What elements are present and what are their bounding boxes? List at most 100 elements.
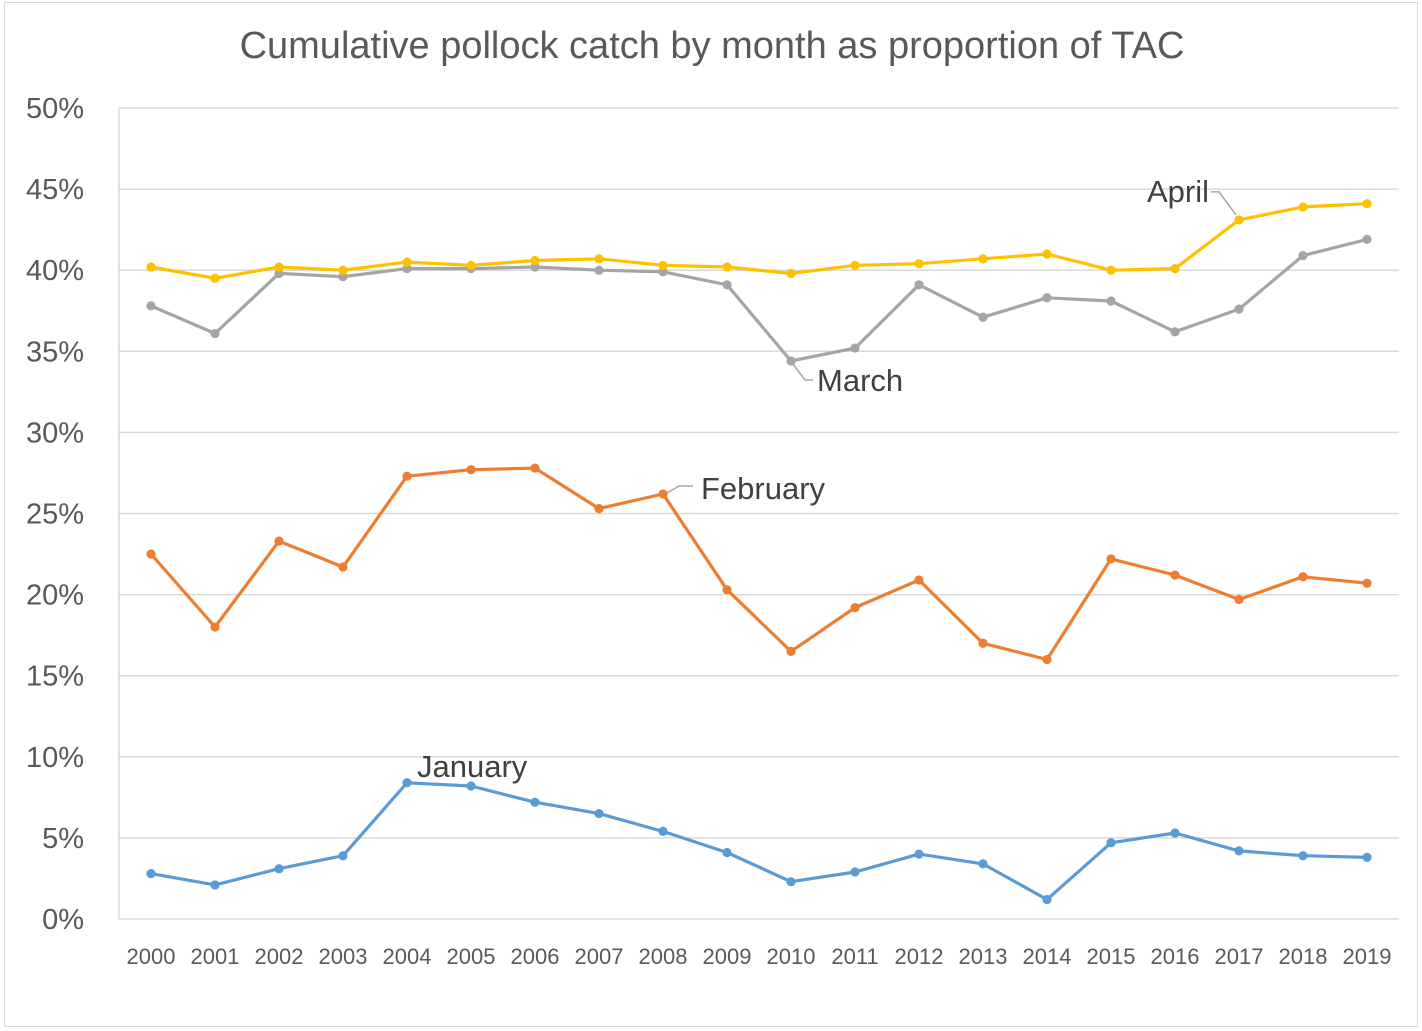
data-point-april: [594, 254, 604, 264]
data-point-april: [850, 260, 860, 270]
data-point-march: [1234, 304, 1244, 314]
data-point-march: [338, 272, 348, 282]
data-point-january: [1170, 828, 1180, 838]
data-point-april: [146, 262, 156, 272]
series-february: [146, 463, 1372, 665]
data-point-february: [210, 622, 220, 632]
series-labels: January February March April: [417, 174, 1209, 784]
label-leader-lines: [666, 191, 1237, 494]
x-tick-label: 2007: [575, 944, 624, 969]
leader-line-february: [666, 485, 693, 494]
data-point-february: [1234, 594, 1244, 605]
data-point-february: [1106, 554, 1116, 564]
data-point-january: [530, 797, 540, 807]
x-tick-label: 2003: [319, 944, 368, 969]
data-point-february: [658, 489, 668, 499]
data-point-february: [466, 465, 476, 475]
x-tick-label: 2011: [831, 944, 878, 969]
y-axis-tick-labels: 0% 5% 10% 15% 20% 25% 30% 35% 40% 45% 50%: [26, 93, 84, 936]
data-point-april: [530, 255, 540, 266]
y-tick-label: 0%: [42, 904, 84, 936]
leader-line-march: [792, 363, 813, 381]
x-tick-label: 2008: [639, 944, 688, 969]
data-point-april: [1234, 215, 1244, 225]
data-point-january: [402, 778, 412, 788]
data-point-april: [914, 259, 924, 269]
series-label-march: March: [817, 363, 903, 398]
data-point-january: [594, 808, 604, 819]
x-tick-label: 2018: [1279, 944, 1328, 969]
data-point-january: [1362, 852, 1372, 862]
data-point-april: [722, 262, 732, 272]
data-point-march: [914, 280, 924, 290]
data-point-april: [1362, 199, 1372, 209]
x-tick-label: 2010: [767, 944, 816, 969]
data-point-april: [466, 260, 476, 270]
data-point-april: [978, 254, 988, 264]
series-lines: [146, 199, 1372, 905]
data-point-january: [1106, 838, 1116, 848]
data-point-february: [978, 638, 988, 648]
y-tick-label: 35%: [26, 336, 84, 368]
data-point-april: [1042, 249, 1052, 259]
x-tick-label: 2013: [959, 944, 1008, 969]
data-point-february: [1042, 654, 1052, 665]
leader-line-april: [1211, 191, 1237, 216]
data-point-january: [146, 868, 156, 879]
gridlines: [118, 107, 1399, 920]
y-tick-label: 50%: [26, 93, 84, 125]
data-point-april: [786, 268, 796, 279]
data-point-april: [402, 257, 412, 267]
series-label-april: April: [1147, 174, 1209, 209]
series-line-february: [149, 466, 1369, 662]
data-point-february: [402, 471, 412, 481]
data-point-january: [914, 849, 924, 859]
data-point-january: [274, 864, 284, 874]
y-tick-label: 20%: [26, 580, 84, 612]
data-point-january: [1298, 851, 1308, 861]
data-point-march: [594, 265, 604, 275]
data-point-january: [850, 867, 860, 877]
x-tick-label: 2014: [1023, 944, 1072, 969]
data-point-march: [1042, 293, 1052, 303]
data-point-january: [338, 851, 348, 861]
chart-title: Cumulative pollock catch by month as pro…: [240, 25, 1185, 67]
data-point-january: [1234, 846, 1244, 856]
y-tick-label: 45%: [26, 174, 84, 206]
series-line-january: [149, 781, 1369, 902]
data-point-february: [786, 646, 796, 656]
chart-frame: [4, 2, 1418, 1027]
data-point-february: [338, 562, 348, 572]
data-point-march: [402, 263, 412, 274]
data-point-january: [786, 877, 796, 887]
data-point-january: [658, 826, 668, 837]
data-point-february: [594, 504, 604, 514]
data-point-february: [274, 536, 284, 546]
data-point-march: [722, 280, 732, 290]
x-tick-label: 2017: [1215, 944, 1264, 969]
data-point-february: [914, 575, 924, 585]
data-point-january: [722, 847, 732, 858]
series-march: [146, 234, 1372, 366]
data-point-january: [466, 781, 476, 791]
data-point-february: [146, 549, 156, 559]
data-point-february: [1362, 578, 1372, 588]
data-point-march: [1298, 251, 1308, 261]
data-point-march: [1106, 296, 1116, 306]
x-tick-label: 2002: [255, 944, 304, 969]
y-tick-label: 5%: [42, 823, 84, 855]
data-point-march: [850, 343, 860, 353]
y-tick-label: 15%: [26, 661, 84, 693]
x-tick-label: 2004: [383, 944, 432, 969]
data-point-april: [1298, 202, 1308, 212]
data-point-march: [658, 267, 668, 277]
data-point-january: [1042, 894, 1052, 905]
data-point-january: [978, 859, 988, 869]
x-tick-label: 2005: [447, 944, 496, 969]
x-tick-label: 2000: [127, 944, 176, 969]
data-point-march: [1362, 234, 1372, 244]
data-point-april: [1170, 263, 1180, 274]
y-tick-label: 10%: [26, 742, 84, 774]
data-point-april: [658, 260, 668, 270]
data-point-april: [1106, 265, 1116, 275]
